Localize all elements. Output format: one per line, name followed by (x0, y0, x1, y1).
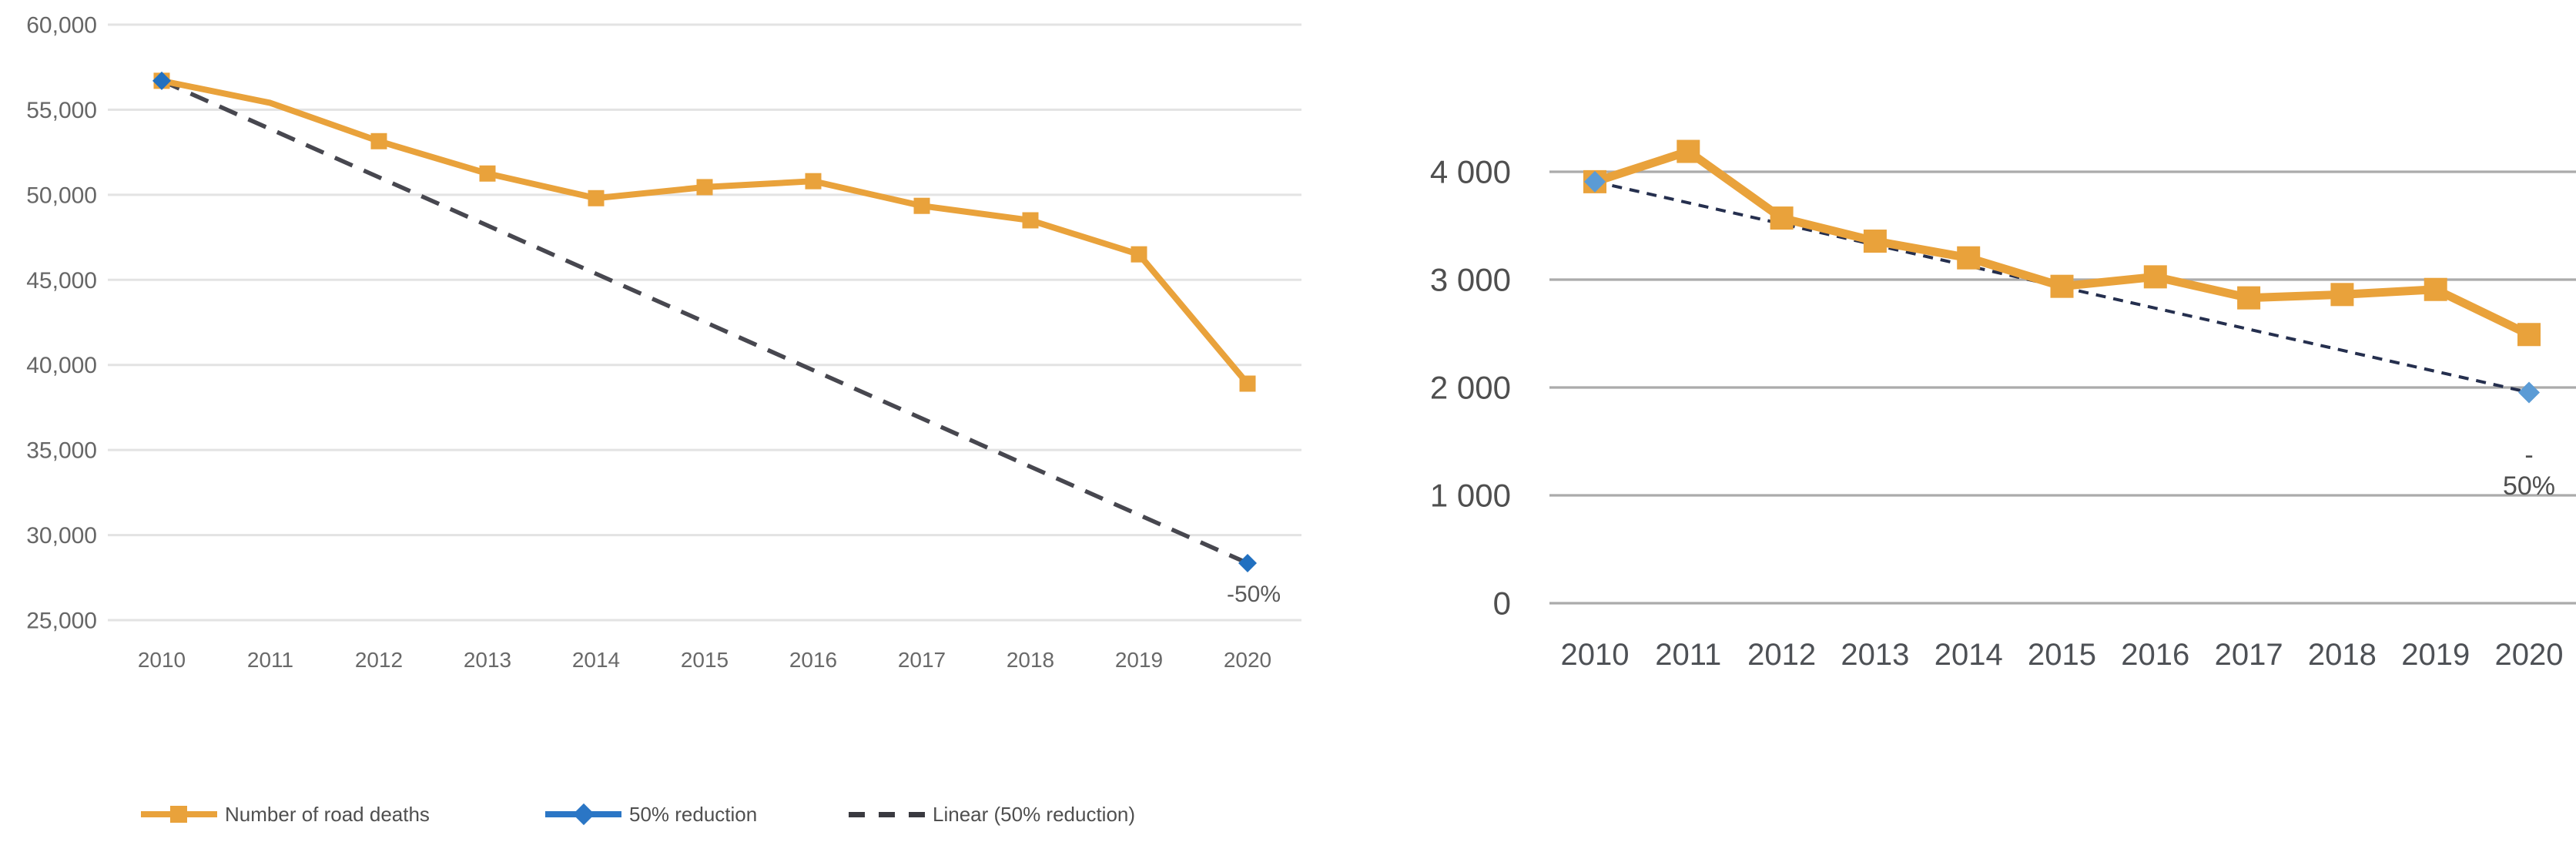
x-axis-tick-label: 2019 (2401, 638, 2470, 672)
y-axis-tick-label: 1 000 (1430, 478, 1511, 514)
data-point-square-marker (913, 197, 930, 214)
data-point-square-marker (1957, 246, 1981, 270)
y-axis-tick-label: 60,000 (26, 13, 97, 39)
right-road-deaths-chart: 4 000 3 000 2 000 1 000 0 2010 2011 2012 2013 201… (1430, 139, 2576, 672)
y-axis-tick-label: 40,000 (26, 353, 97, 378)
data-point-square-marker (479, 165, 496, 182)
x-axis-tick-label: 2020 (2495, 638, 2564, 672)
x-axis-tick-label: 2012 (1747, 638, 1816, 672)
x-axis-tick-label: 2016 (789, 648, 837, 672)
data-point-square-marker (2237, 286, 2261, 310)
x-axis-tick-label: 2013 (1841, 638, 1909, 672)
data-point-square-marker (588, 190, 605, 206)
target-start-overlay-series (1584, 170, 1606, 193)
x-axis-tick-label: 2012 (355, 648, 403, 672)
y-axis-tick-label: 55,000 (26, 98, 97, 123)
data-point-square-marker (2050, 274, 2074, 298)
data-point-square-marker (1677, 139, 1700, 163)
y-axis-tick-label: 50,000 (26, 183, 97, 208)
x-axis-tick-label: 2010 (1561, 638, 1630, 672)
y-axis-tick-label: 0 (1493, 585, 1511, 622)
target-annotation: -50% (1227, 582, 1281, 607)
data-point-square-marker (2143, 265, 2167, 289)
road-deaths-line (1593, 147, 2531, 339)
x-axis-tick-label: 2014 (572, 648, 620, 672)
x-axis-tick-label: 2020 (1224, 648, 1271, 672)
x-axis-tick-label: 2017 (898, 648, 946, 672)
trendline-series (160, 79, 1249, 565)
data-point-square-marker (1022, 212, 1039, 229)
y-axis-tick-label: 30,000 (26, 523, 97, 548)
target-series (152, 71, 1257, 573)
left-road-deaths-chart: 60,000 55,000 50,000 45,000 40,000 35,000 30,0… (26, 13, 1301, 672)
x-axis-tick-label: 2014 (1935, 638, 2003, 672)
reduction-target-diamond-marker (152, 71, 171, 90)
x-axis-tick-label: 2011 (247, 648, 293, 672)
target-annotation: - (2524, 441, 2533, 470)
data-point-square-marker (2424, 277, 2447, 301)
y-axis-tick-label: 35,000 (26, 438, 97, 464)
x-axis-tick-label: 2018 (1007, 648, 1054, 672)
data-point-square-marker (2517, 323, 2541, 347)
x-axis-tick-label: 2015 (2028, 638, 2096, 672)
x-axis-tick-label: 2016 (2121, 638, 2189, 672)
x-axis-tick-label: 2017 (2215, 638, 2283, 672)
target-annotation: 50% (2503, 471, 2555, 501)
x-axis-tick-label: 2011 (1655, 638, 1721, 672)
x-axis-tick-label: 2018 (2308, 638, 2377, 672)
y-axis-tick-label: 4 000 (1430, 154, 1511, 190)
reduction-target-diamond-marker (2518, 381, 2540, 404)
y-axis-tick-label: 45,000 (26, 268, 97, 294)
x-axis-tick-label: 2015 (681, 648, 729, 672)
road-deaths-line (161, 77, 1251, 386)
y-axis-tick-label: 2 000 (1430, 370, 1511, 406)
data-point-square-marker (1239, 375, 1256, 392)
y-axis-tick-label: 3 000 (1430, 262, 1511, 298)
y-axis-tick-label: 25,000 (26, 609, 97, 634)
data-point-square-marker (1770, 206, 1794, 230)
data-point-square-marker (2330, 283, 2354, 307)
data-point-square-marker (370, 133, 387, 149)
main-series (153, 72, 1256, 392)
x-axis-tick-label: 2010 (138, 648, 186, 672)
data-point-square-marker (696, 179, 713, 196)
linear-trendline (160, 79, 1249, 565)
data-point-square-marker (1131, 246, 1147, 263)
data-point-square-marker (805, 173, 822, 190)
x-axis-tick-label: 2013 (464, 648, 511, 672)
reduction-target-diamond-marker (1238, 554, 1257, 573)
data-point-square-marker (1863, 230, 1887, 253)
x-axis-tick-label: 2019 (1115, 648, 1163, 672)
reduction-target-diamond-marker (1584, 170, 1606, 193)
